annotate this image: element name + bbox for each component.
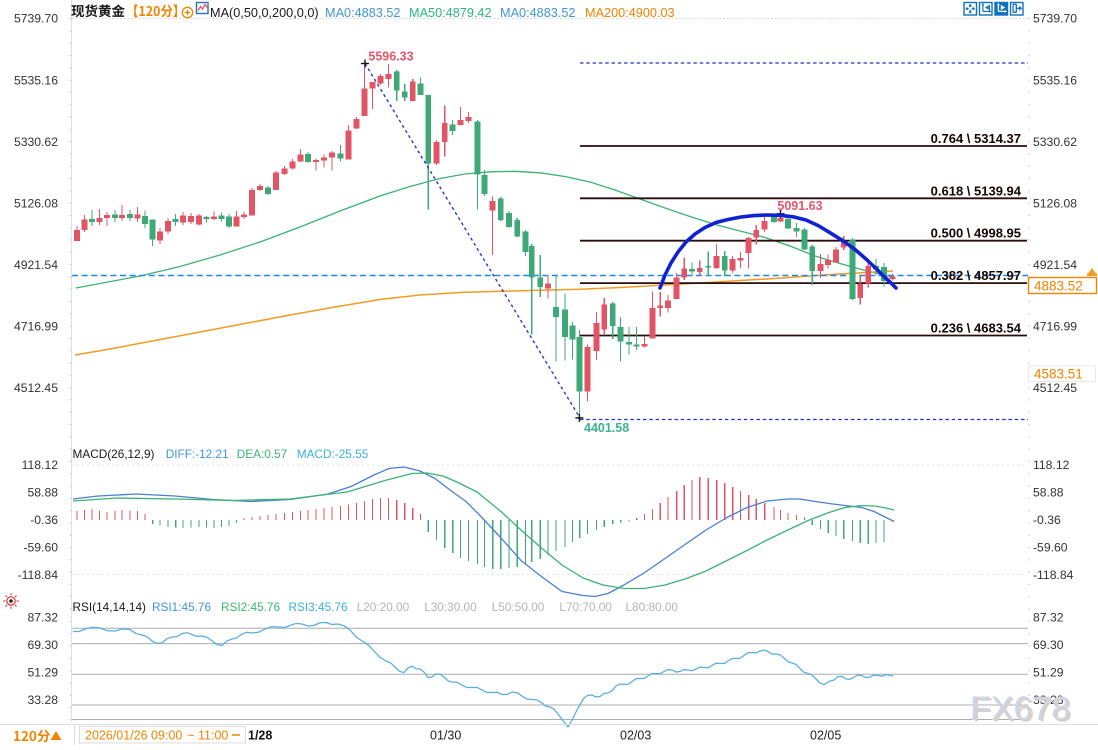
svg-text:MA50:4879.42: MA50:4879.42 xyxy=(409,6,492,20)
svg-text:~: ~ xyxy=(187,729,194,743)
svg-text:L30:30.00: L30:30.00 xyxy=(424,600,477,614)
svg-text:FX678: FX678 xyxy=(972,692,1072,730)
svg-text:MACD(26,12,9): MACD(26,12,9) xyxy=(73,447,155,461)
svg-text:1/28: 1/28 xyxy=(248,729,272,743)
svg-text:4716.99: 4716.99 xyxy=(14,320,58,334)
svg-text:0.236 \ 4683.54: 0.236 \ 4683.54 xyxy=(931,321,1022,336)
svg-text:MA0:4883.52: MA0:4883.52 xyxy=(325,6,400,20)
svg-text:-118.84: -118.84 xyxy=(18,568,59,582)
svg-text:L50:50.00: L50:50.00 xyxy=(492,600,545,614)
svg-text:-59.60: -59.60 xyxy=(1033,541,1068,555)
svg-text:0.764 \ 5314.37: 0.764 \ 5314.37 xyxy=(931,131,1021,146)
svg-text:5126.08: 5126.08 xyxy=(1033,197,1077,211)
svg-text:02/03: 02/03 xyxy=(620,729,651,743)
svg-text:-0.36: -0.36 xyxy=(30,513,58,527)
svg-text:5739.70: 5739.70 xyxy=(14,12,58,26)
svg-text:33.28: 33.28 xyxy=(1033,693,1064,707)
svg-text:87.32: 87.32 xyxy=(1033,611,1064,625)
svg-text:MA0:4883.52: MA0:4883.52 xyxy=(500,6,575,20)
svg-text:DIFF:-12.21: DIFF:-12.21 xyxy=(166,447,229,461)
svg-text:4921.54: 4921.54 xyxy=(1033,258,1077,272)
svg-text:MA200:4900.03: MA200:4900.03 xyxy=(585,6,675,20)
svg-text:DEA:0.57: DEA:0.57 xyxy=(237,447,288,461)
svg-text:4583.51: 4583.51 xyxy=(1034,367,1083,382)
svg-text:4883.52: 4883.52 xyxy=(1034,279,1083,294)
svg-text:69.30: 69.30 xyxy=(28,638,59,652)
svg-text:118.12: 118.12 xyxy=(22,458,59,472)
svg-text:5330.62: 5330.62 xyxy=(1033,135,1077,149)
svg-text:87.32: 87.32 xyxy=(28,611,59,625)
svg-text:4716.99: 4716.99 xyxy=(1033,320,1077,334)
svg-text:5739.70: 5739.70 xyxy=(1033,12,1077,26)
svg-text:51.29: 51.29 xyxy=(28,666,59,680)
svg-text:-0.36: -0.36 xyxy=(1033,513,1061,527)
svg-text:5330.62: 5330.62 xyxy=(14,135,58,149)
svg-text:MACD:-25.55: MACD:-25.55 xyxy=(297,447,369,461)
svg-text:4512.45: 4512.45 xyxy=(1033,381,1077,395)
svg-text:51.29: 51.29 xyxy=(1033,666,1064,680)
svg-text:RSI(14,14,14): RSI(14,14,14) xyxy=(73,600,147,614)
svg-text:2026/01/26 09:00: 2026/01/26 09:00 xyxy=(85,729,182,743)
svg-text:-59.60: -59.60 xyxy=(23,541,58,555)
svg-text:L70:70.00: L70:70.00 xyxy=(559,600,612,614)
svg-text:RSI2:45.76: RSI2:45.76 xyxy=(221,600,280,614)
svg-text:4512.45: 4512.45 xyxy=(14,381,58,395)
svg-text:RSI1:45.76: RSI1:45.76 xyxy=(152,600,211,614)
svg-text:5535.16: 5535.16 xyxy=(14,74,58,88)
svg-text:11:00: 11:00 xyxy=(198,729,228,743)
svg-text:118.12: 118.12 xyxy=(1033,458,1070,472)
svg-text:58.88: 58.88 xyxy=(1033,486,1064,500)
svg-text:33.28: 33.28 xyxy=(28,693,59,707)
svg-text:L80:80.00: L80:80.00 xyxy=(626,600,679,614)
svg-text:RSI3:45.76: RSI3:45.76 xyxy=(289,600,348,614)
svg-text:4401.58: 4401.58 xyxy=(584,421,629,435)
svg-text:0.500 \ 4998.95: 0.500 \ 4998.95 xyxy=(931,226,1021,241)
svg-text:5535.16: 5535.16 xyxy=(1033,74,1077,88)
svg-text:4921.54: 4921.54 xyxy=(14,258,58,272)
svg-text:5126.08: 5126.08 xyxy=(14,197,58,211)
svg-text:MA(0,50,0,200,0,0): MA(0,50,0,200,0,0) xyxy=(210,6,319,20)
svg-text:-118.84: -118.84 xyxy=(1033,568,1074,582)
svg-text:FX678: FX678 xyxy=(970,690,1070,728)
svg-text:69.30: 69.30 xyxy=(1033,638,1064,652)
svg-text:0.382 \ 4857.97: 0.382 \ 4857.97 xyxy=(931,268,1021,283)
svg-text:5091.63: 5091.63 xyxy=(777,199,822,213)
svg-text:02/05: 02/05 xyxy=(810,729,841,743)
svg-text:01/30: 01/30 xyxy=(430,729,461,743)
svg-text:58.88: 58.88 xyxy=(28,486,59,500)
svg-text:L20:20.00: L20:20.00 xyxy=(357,600,410,614)
svg-text:5596.33: 5596.33 xyxy=(368,50,413,64)
svg-text:0.618 \ 5139.94: 0.618 \ 5139.94 xyxy=(931,183,1022,198)
